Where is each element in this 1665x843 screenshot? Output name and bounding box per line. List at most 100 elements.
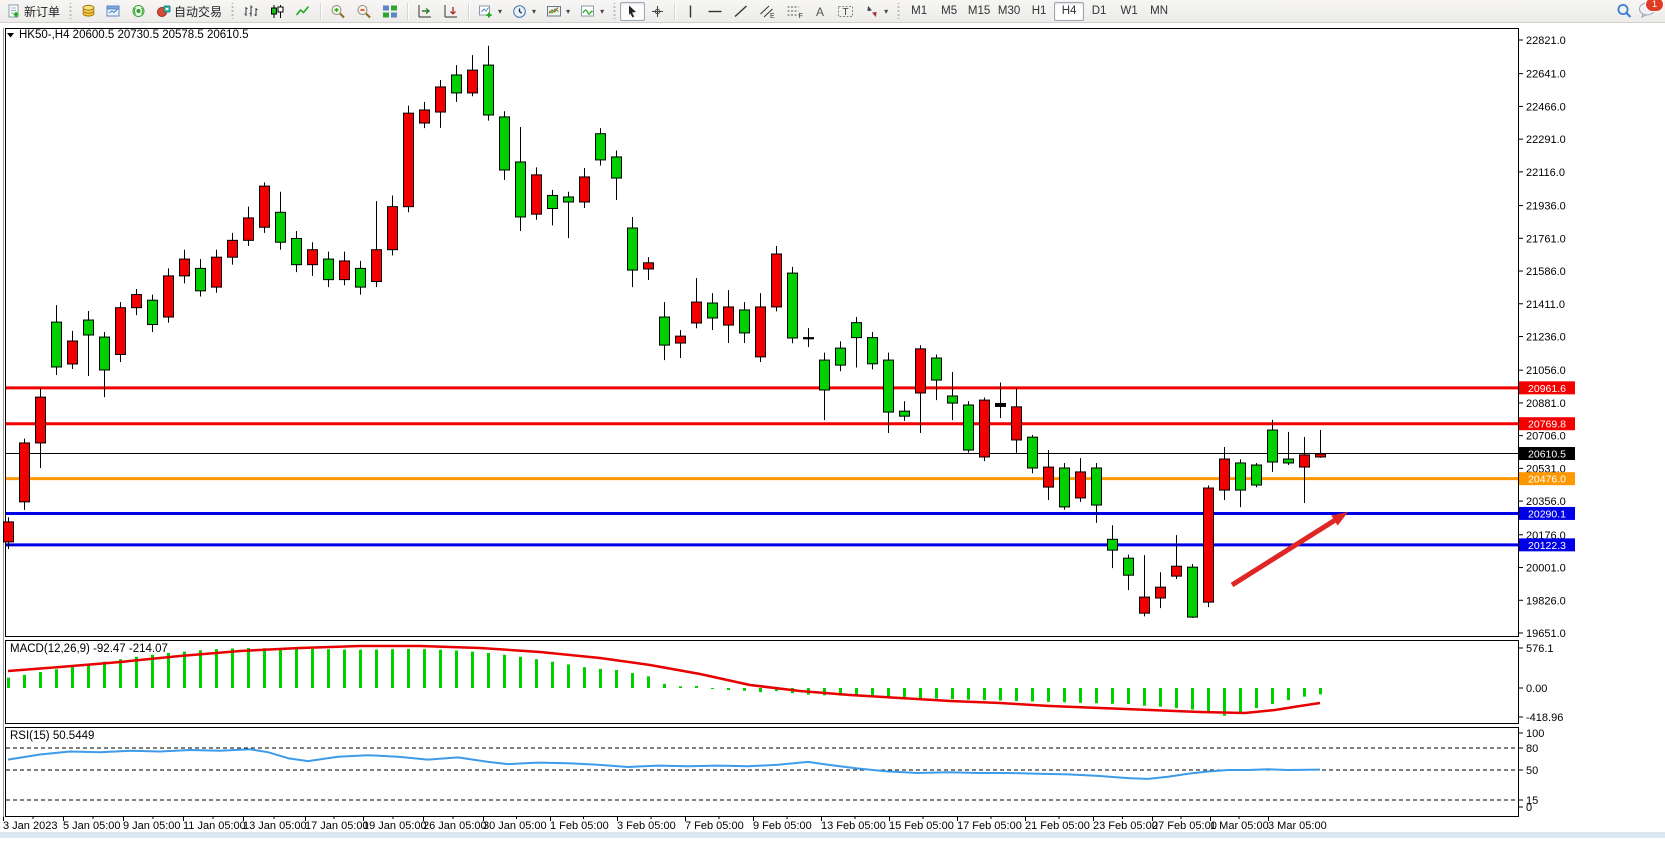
timeframe-W1[interactable]: W1 [1114, 2, 1144, 21]
macd-histogram-bar [375, 649, 378, 688]
candle-body [115, 307, 126, 355]
timeframe-M30[interactable]: M30 [994, 2, 1024, 21]
candle-body [899, 410, 910, 417]
equidistant-channel-icon: E [760, 5, 775, 19]
candle-body [963, 404, 974, 451]
trendline-tool-button[interactable] [728, 2, 754, 21]
indicators-button[interactable]: ▾ [575, 2, 609, 21]
candle-body [1123, 557, 1134, 576]
price-tick-label: 21411.0 [1526, 299, 1565, 311]
candle-body [131, 294, 142, 309]
auto-trading-button[interactable]: 自动交易 [151, 2, 227, 21]
template-button[interactable]: ▾ [541, 2, 575, 21]
price-tick-label: 20706.0 [1526, 431, 1566, 443]
timeframe-H4[interactable]: H4 [1054, 1, 1085, 21]
vertical-line-tool-button[interactable] [679, 2, 702, 21]
crosshair-tool-button[interactable] [645, 2, 670, 21]
new-chart-button[interactable]: ▾ [473, 2, 507, 21]
zoom-in-button[interactable] [325, 2, 351, 21]
candle-body [1171, 565, 1182, 577]
macd-histogram-bar [487, 652, 490, 688]
macd-histogram-bar [167, 652, 170, 688]
auto-scroll-button[interactable] [438, 2, 464, 21]
candle-body [275, 211, 286, 243]
horizontal-line-tool-button[interactable] [702, 2, 728, 21]
macd-histogram-bar [1303, 688, 1306, 697]
timeframe-M15[interactable]: M15 [964, 2, 994, 21]
bar-chart-icon [244, 5, 258, 16]
toolbar-grip [612, 3, 618, 19]
axis-price-badge: 20961.6 [1519, 381, 1575, 395]
candle [67, 330, 78, 370]
bar-chart-mode-button[interactable] [238, 2, 264, 21]
candle-body [931, 357, 942, 381]
macd-indicator-layer: 576.1 0.00 -418.96 [7, 643, 1563, 724]
signal-button[interactable] [126, 2, 151, 21]
text-icon: A [816, 5, 824, 19]
date-axis[interactable]: 3 Jan 2023 5 Jan 05:00 9 Jan 05:00 11 Jan 0… [3, 816, 1327, 833]
candle-body [627, 227, 638, 271]
search-button[interactable] [1611, 2, 1638, 21]
dropdown-caret: ▾ [532, 6, 537, 16]
candle-body [787, 272, 798, 339]
tile-windows-button[interactable] [377, 2, 403, 21]
timeframe-MN[interactable]: MN [1144, 2, 1174, 21]
candle [979, 397, 990, 462]
cursor-tool-button[interactable] [620, 1, 646, 21]
axis-badge-label: 20961.6 [1528, 383, 1566, 395]
axis-badge-bg [1519, 381, 1575, 395]
toolbar-grip [230, 3, 236, 19]
market-watch-button[interactable] [76, 2, 101, 21]
macd-histogram-bar [567, 664, 570, 688]
candle [627, 216, 638, 288]
candle [179, 249, 190, 284]
candle-body [339, 260, 350, 281]
chart-shift-button[interactable] [412, 2, 438, 21]
macd-histogram-bar [343, 649, 346, 688]
price-tick-label: 20356.0 [1526, 496, 1566, 508]
macd-histogram-bar [1319, 688, 1322, 695]
text-label-tool-button[interactable]: T [832, 2, 859, 21]
candle [1091, 462, 1102, 523]
chart-window-button[interactable] [101, 2, 126, 21]
price-tick-label: 21936.0 [1526, 201, 1566, 213]
toolbar-separator [407, 2, 409, 20]
axis-badge-label: 20122.3 [1528, 540, 1566, 552]
candle [1203, 485, 1214, 608]
timeframe-H1[interactable]: H1 [1024, 2, 1054, 21]
candle-body [1155, 586, 1166, 599]
fibonacci-tool-button[interactable]: F [781, 2, 808, 21]
candle-body [771, 253, 782, 308]
timeframe-M1[interactable]: M1 [904, 2, 934, 21]
date-label: 5 Jan 05:00 [63, 820, 121, 832]
candle [371, 201, 382, 288]
date-label: 9 Jan 05:00 [123, 820, 181, 832]
zoom-out-button[interactable] [351, 2, 377, 21]
macd-histogram-bar [887, 688, 890, 698]
candle-body [1267, 429, 1278, 463]
macd-histogram-bar [39, 672, 42, 688]
candlestick-mode-button[interactable] [264, 2, 290, 21]
timeframe-D1[interactable]: D1 [1084, 2, 1114, 21]
symbol-collapse-icon[interactable] [7, 33, 14, 38]
macd-histogram-bar [295, 648, 298, 688]
equidistant-channel-tool-button[interactable]: E [754, 2, 781, 21]
candle-body [1235, 462, 1246, 491]
arrows-tool-button[interactable]: ▾ [859, 2, 893, 21]
macd-histogram-bar [7, 677, 10, 688]
candle-body [99, 336, 110, 371]
macd-histogram-bar [1111, 688, 1114, 704]
timeframe-M5[interactable]: M5 [934, 2, 964, 21]
line-chart-mode-button[interactable] [290, 2, 316, 21]
period-clock-button[interactable]: ▾ [507, 2, 541, 21]
candle [1315, 430, 1326, 458]
new-order-button[interactable]: 新订单 [2, 2, 65, 21]
notifications-button[interactable]: 1 [1638, 0, 1664, 21]
macd-histogram-bar [359, 649, 362, 688]
macd-histogram-bar [583, 667, 586, 688]
main-toolbar: 新订单 自动交易 [0, 0, 1665, 23]
text-tool-button[interactable]: A [808, 2, 832, 21]
svg-text:E: E [770, 13, 775, 19]
trend-arrow-annotation[interactable] [1230, 512, 1348, 588]
